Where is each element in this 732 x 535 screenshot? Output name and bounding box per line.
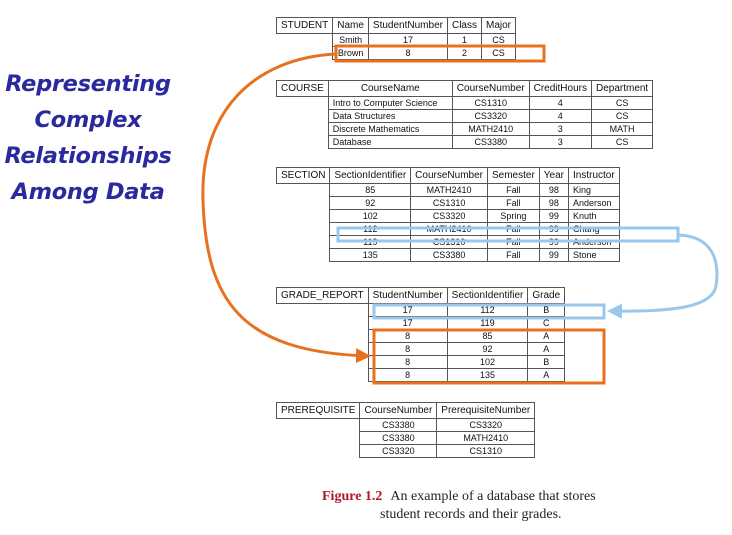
table-cell: Database [327, 135, 453, 149]
table-row: 85 MATH2410 Fall 98 King [276, 183, 620, 197]
table-cell: CS1310 [436, 444, 536, 458]
table-row: Smith 17 1 CS [276, 33, 517, 47]
slide-title-line-3: Relationships [4, 143, 172, 169]
table-cell: A [527, 368, 566, 382]
table-row: CS3380 CS3320 [276, 418, 536, 432]
table-cell: 3 [528, 135, 592, 149]
slide-title-line-4: Among Data [11, 179, 165, 205]
table-cell: 8 [367, 368, 448, 382]
table-name: SECTION [275, 167, 331, 184]
table-cell: CS3320 [359, 444, 438, 458]
highlight-section-112-row [336, 226, 680, 243]
table-row: Database CS3380 3 CS [276, 135, 654, 149]
slide-title-line-2: Complex [34, 107, 142, 133]
highlight-grade-rows-student-8 [372, 328, 606, 385]
table-cell: 99 [538, 248, 570, 262]
table-name: PREREQUISITE [275, 402, 361, 419]
table-row: Data Structures CS3320 4 CS [276, 109, 654, 123]
table-row: 8 102 B [276, 355, 566, 369]
table-cell: CS3380 [451, 135, 530, 149]
figure-caption: Figure 1.2 An example of a database that … [322, 488, 682, 524]
table-row: 135 CS3380 Fall 99 Stone [276, 248, 620, 262]
grade-report-table: GRADE_REPORT StudentNumber SectionIdenti… [276, 287, 566, 382]
highlight-grade-section-112-row [372, 303, 606, 320]
course-table: COURSE CourseName CourseNumber CreditHou… [276, 80, 654, 149]
figure-label: Figure 1.2 [322, 489, 383, 504]
section-table: SECTION SectionIdentifier CourseNumber S… [275, 167, 620, 262]
table-row: Intro to Computer Science CS1310 4 CS [276, 96, 654, 110]
table-cell: Stone [568, 248, 620, 262]
table-cell: CS [590, 135, 654, 149]
table-cell: CS3380 [410, 248, 488, 262]
student-table: STUDENT Name StudentNumber Class Major S… [275, 17, 517, 60]
caption-line-1: An example of a database that stores [390, 489, 596, 504]
table-cell: 135 [446, 368, 529, 382]
table-name: STUDENT [275, 17, 334, 34]
caption-line-2: student records and their grades. [380, 507, 562, 522]
prerequisite-table: PREREQUISITE CourseNumber PrerequisiteNu… [275, 402, 536, 458]
slide-title: Representing Complex Relationships Among… [4, 66, 172, 210]
table-cell: CS [480, 33, 517, 47]
blue-arrow [607, 233, 719, 319]
table-cell: 99 [538, 209, 570, 223]
table-row: CS3320 CS1310 [276, 444, 536, 458]
orange-arrow [201, 52, 371, 364]
table-cell: MATH2410 [410, 183, 488, 197]
table-row: 8 135 A [276, 368, 566, 382]
slide-title-line-1: Representing [5, 71, 171, 97]
highlight-brown-row [334, 44, 546, 63]
